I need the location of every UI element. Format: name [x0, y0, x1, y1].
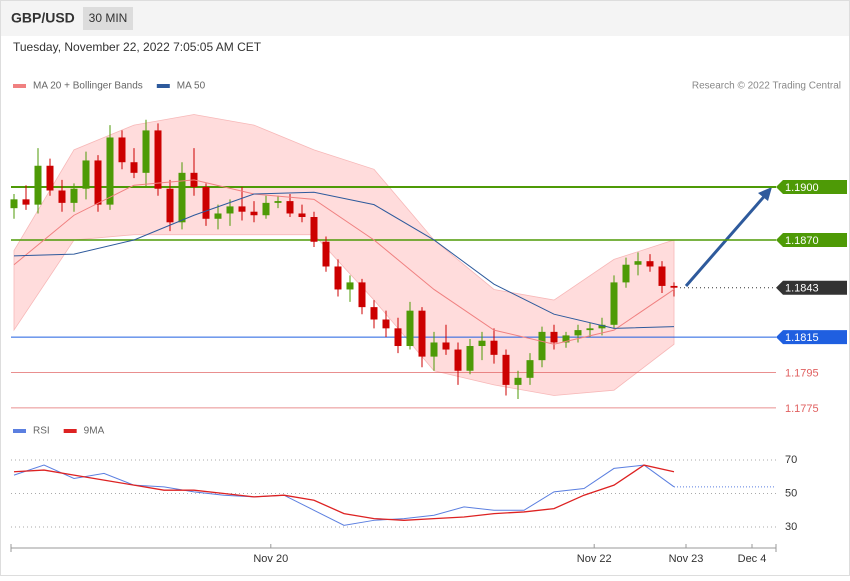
- legend-label: MA 20 + Bollinger Bands: [33, 81, 143, 92]
- subtitle: Tuesday, November 22, 2022 7:05:05 AM CE…: [13, 40, 262, 54]
- candle-body: [634, 261, 642, 265]
- legend-label: 9MA: [84, 426, 105, 437]
- candle-body: [358, 282, 366, 308]
- candle-body: [526, 360, 534, 378]
- legend-swatch: [13, 429, 26, 433]
- candle-body: [550, 331, 558, 343]
- candle-body: [34, 165, 42, 205]
- x-tick-label: Nov 20: [253, 553, 288, 565]
- candle-body: [298, 213, 306, 218]
- x-tick-label: Nov 22: [577, 553, 612, 565]
- candle-body: [142, 130, 150, 173]
- level-tag: [776, 280, 847, 295]
- candle-body: [466, 346, 474, 371]
- candle-body: [334, 266, 342, 290]
- indicator-line: [13, 464, 675, 521]
- candle-body: [178, 172, 186, 223]
- indicator-line: [13, 464, 675, 526]
- candle-body: [226, 206, 234, 214]
- candle-body: [562, 335, 570, 343]
- y-tick-label: 30: [785, 521, 797, 533]
- candle-body: [346, 282, 354, 290]
- level-label: 1.1795: [785, 367, 819, 379]
- interval: 30 MIN: [89, 11, 128, 25]
- candle-body: [418, 310, 426, 357]
- legend-label: RSI: [33, 426, 50, 437]
- candle-body: [154, 130, 162, 189]
- candle-body: [430, 342, 438, 357]
- candle-body: [670, 285, 678, 288]
- legend-label: MA 50: [177, 81, 206, 92]
- level-label: 1.1843: [785, 283, 819, 295]
- candle-body: [610, 282, 618, 325]
- candle-body: [478, 340, 486, 347]
- legend-swatch: [63, 429, 77, 433]
- candle-body: [22, 199, 30, 205]
- source: Research © 2022 Trading Central: [692, 81, 841, 92]
- candle-body: [82, 160, 90, 189]
- candle-body: [646, 261, 654, 267]
- candle-body: [622, 264, 630, 283]
- candle-body: [490, 340, 498, 355]
- candle-body: [262, 202, 270, 216]
- candle-body: [58, 190, 66, 203]
- candle-body: [538, 331, 546, 361]
- candle-body: [118, 137, 126, 163]
- candle-body: [382, 319, 390, 329]
- candle-body: [286, 201, 294, 214]
- legend-swatch: [156, 84, 170, 88]
- header-bar: [1, 1, 849, 36]
- candle-body: [586, 328, 594, 331]
- candle-body: [370, 307, 378, 320]
- ma-line: [13, 179, 675, 345]
- candle-body: [394, 328, 402, 347]
- level-label: 1.1775: [785, 403, 819, 415]
- ma-line: [13, 191, 675, 329]
- legend-swatch: [13, 84, 26, 88]
- candle-body: [106, 137, 114, 205]
- candle-body: [250, 211, 258, 216]
- candle-body: [166, 188, 174, 223]
- candle-body: [214, 213, 222, 219]
- candle-body: [10, 199, 18, 209]
- x-tick-label: Nov 23: [669, 553, 704, 565]
- level-tag: [776, 179, 847, 194]
- candle-body: [406, 310, 414, 347]
- candle-body: [658, 266, 666, 286]
- candle-body: [274, 201, 282, 203]
- candle-body: [46, 165, 54, 191]
- candle-body: [130, 162, 138, 173]
- candle-body: [502, 354, 510, 385]
- candle-body: [442, 342, 450, 350]
- forecast-arrow: [684, 191, 770, 287]
- candle-body: [310, 217, 318, 242]
- y-tick-label: 50: [785, 487, 797, 499]
- candle-body: [94, 160, 102, 205]
- candle-body: [514, 377, 522, 385]
- chart-title: GBP/USD: [11, 10, 75, 26]
- y-tick-label: 70: [785, 454, 797, 466]
- arrow-head: [758, 187, 772, 201]
- candle-body: [598, 324, 606, 329]
- level-tag: [776, 232, 847, 247]
- level-label: 1.1900: [785, 182, 819, 194]
- candle-body: [574, 330, 582, 336]
- candle-body: [238, 206, 246, 212]
- level-label: 1.1870: [785, 235, 819, 247]
- candle-body: [322, 241, 330, 267]
- candle-body: [70, 188, 78, 203]
- level-tag: [776, 330, 847, 345]
- candle-body: [454, 349, 462, 371]
- level-label: 1.1815: [785, 332, 819, 344]
- x-tick-label: Dec 4: [738, 553, 767, 565]
- interval-box: [83, 7, 133, 30]
- candle-body: [202, 186, 210, 219]
